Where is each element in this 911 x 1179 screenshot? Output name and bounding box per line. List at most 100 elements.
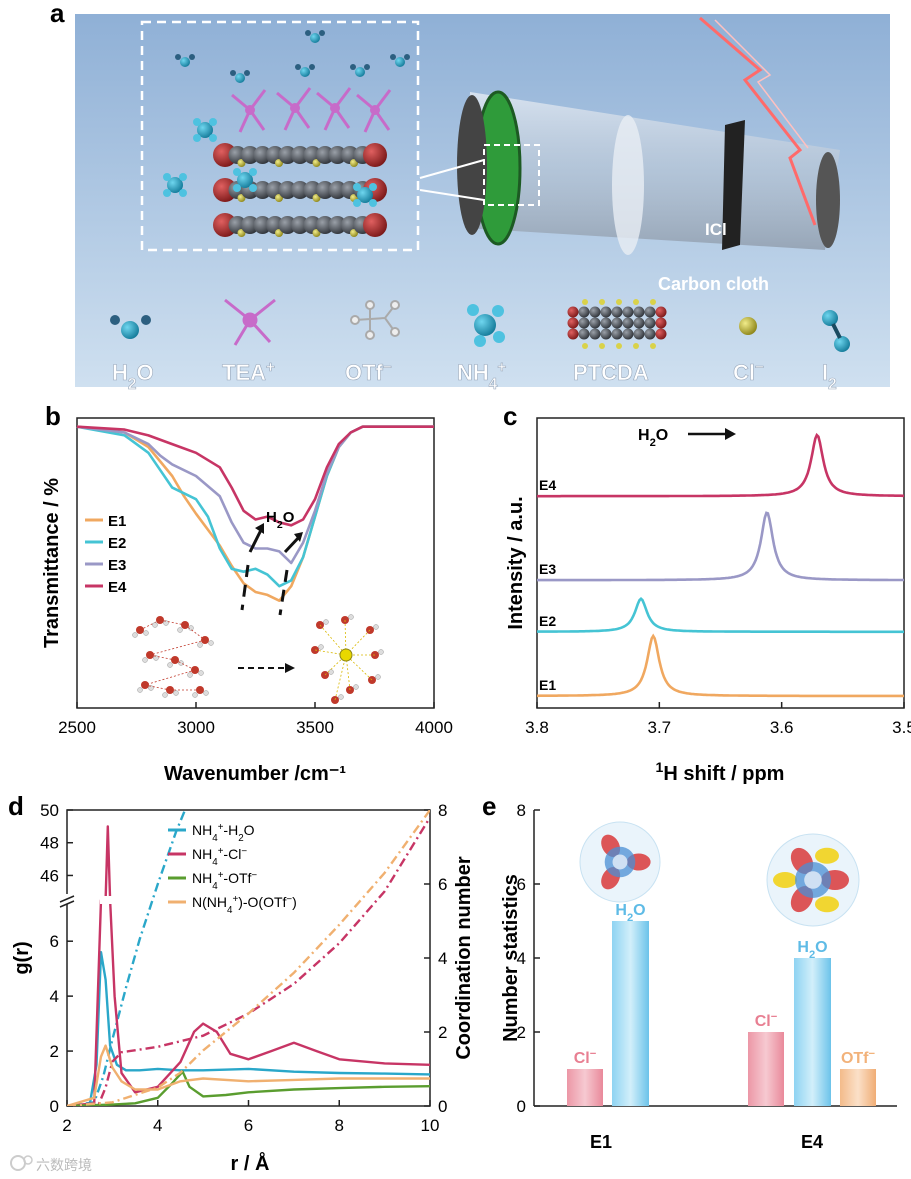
atom-ball: [655, 328, 667, 340]
ptcda-layer-1: [213, 143, 387, 167]
y-tick-label: 6: [50, 932, 59, 951]
hydrogen-atom: [173, 690, 179, 696]
legend-labels: H2O TEA+ OTf− NH4+ PTCDA Cl− I2: [112, 358, 837, 393]
atom-ball: [363, 143, 387, 167]
spectrum-e1: [537, 633, 904, 698]
y-tick-label: 2: [517, 1023, 526, 1042]
oxygen-atom: [196, 686, 204, 694]
dashed-guide-left: [240, 564, 250, 611]
tea-center: [245, 105, 255, 115]
bar-label-e4-1: H2O: [797, 939, 827, 961]
atom-ball: [589, 317, 601, 329]
hydrogen-atom: [353, 684, 359, 690]
ammonium-icon: [193, 118, 217, 142]
atom-ball: [611, 306, 623, 318]
legend-label-5: PTCDA: [573, 360, 649, 385]
spike-break-mask: [100, 896, 130, 904]
hydrogen-atom: [203, 690, 209, 696]
hydrogen-ball: [305, 30, 311, 36]
legend-icons: [110, 298, 850, 352]
y-tick-label: 48: [40, 834, 59, 853]
hydrogen-ball: [369, 183, 377, 191]
y2-tick-label: 8: [438, 801, 447, 820]
hydrogen-ball: [369, 199, 377, 207]
y-tick-label: 4: [50, 987, 59, 1006]
y-tick-label: 50: [40, 801, 59, 820]
yellow-lobe: [773, 872, 797, 888]
battery-cell-illustration: [419, 16, 840, 255]
atom-ball: [278, 216, 297, 234]
bar-label-e1-0: Cl−: [574, 1048, 597, 1067]
hydrogen-ball: [233, 184, 241, 192]
hydrogen-atom: [373, 624, 379, 630]
atom-ball: [644, 306, 656, 318]
oxygen-ball: [395, 57, 405, 67]
x-tick-label: 10: [421, 1116, 440, 1135]
panel-b-ftir-chart: 2500 3000 3500 4000 Wavenumber /cm⁻¹ Transmit…: [41, 417, 453, 785]
bar-e1-0: [567, 1069, 603, 1106]
nitrogen-ball: [237, 172, 253, 188]
hydrogen-atom: [137, 687, 143, 693]
chloride-icon: [739, 317, 757, 335]
y-axis-label: g(r): [11, 941, 33, 974]
zoom-box: [140, 20, 420, 252]
atom-ball: [291, 146, 309, 164]
dashed-arrow-head: [285, 663, 295, 673]
atom-ball: [578, 306, 590, 318]
atom-ball: [278, 146, 297, 164]
coordination-bond: [334, 654, 347, 701]
water-molecule-icon: [350, 64, 370, 77]
hbond: [144, 669, 196, 686]
rdf-line-2: [67, 1070, 430, 1106]
atom-ball: [363, 213, 387, 237]
series-label-e2: E2: [539, 613, 556, 629]
x-axis-label: r / Å: [231, 1151, 270, 1175]
atom-ball: [644, 317, 656, 329]
atom-ball: [253, 146, 272, 164]
legend-label-1: NH4+-Cl−: [192, 846, 247, 868]
series-label-e4: E4: [539, 477, 556, 493]
water-molecule-icon: [230, 70, 250, 83]
central-ion: [339, 648, 353, 662]
x-tick-label: 3.8: [525, 718, 549, 737]
dashed-guide-right: [278, 569, 289, 616]
ammonium-icon: [353, 183, 377, 207]
atom-ball: [644, 328, 656, 340]
atom-ball: [253, 216, 272, 234]
legend-label-7: I2: [822, 360, 837, 393]
series-label-e1: E1: [539, 677, 556, 693]
tea-center: [370, 105, 380, 115]
atom-ball: [633, 317, 645, 329]
hydrogen-ball: [295, 64, 301, 70]
hydrogen-ball: [353, 183, 361, 191]
x-tick-label: 3.6: [770, 718, 794, 737]
shift-arrow-head: [725, 428, 736, 440]
x-axis-label: Wavenumber /cm⁻¹: [164, 763, 346, 785]
hydrogen-atom: [378, 649, 384, 655]
hydrogen-atom: [338, 694, 344, 700]
hydrogen-ball: [404, 54, 410, 60]
series-line-e1: [76, 425, 434, 602]
hydrogen-atom: [167, 662, 173, 668]
hydrogen-atom: [348, 614, 354, 620]
coordination-bond: [314, 649, 347, 656]
chloride-ball: [582, 343, 588, 349]
atom-ball: [328, 216, 347, 234]
hydrogen-ball: [193, 118, 201, 126]
hydrogen-ball: [230, 70, 236, 76]
chloride-ball: [633, 299, 639, 305]
inner-core: [804, 871, 822, 889]
ammonium-icon: [467, 304, 505, 347]
atom-ball: [600, 306, 612, 318]
hydrogen-ball: [209, 134, 217, 142]
bar-label-e4-0: Cl−: [755, 1011, 778, 1030]
atom-ball: [611, 328, 623, 340]
chloride-ball: [616, 343, 622, 349]
atom-ball: [567, 306, 579, 318]
hydrogen-ball: [319, 30, 325, 36]
separator: [612, 115, 644, 255]
h2o-annotation: H2O: [266, 509, 295, 531]
yellow-lobe: [815, 896, 839, 913]
y-axis-label: Intensity / a.u.: [505, 496, 527, 629]
